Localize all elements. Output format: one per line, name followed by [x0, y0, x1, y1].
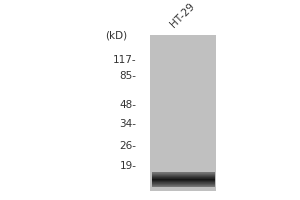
Bar — [152, 176, 214, 177]
Bar — [152, 178, 214, 179]
Text: 26-: 26- — [119, 141, 136, 151]
Bar — [152, 183, 214, 184]
Text: 48-: 48- — [119, 100, 136, 110]
Bar — [152, 174, 214, 175]
Bar — [152, 172, 214, 173]
Bar — [152, 177, 214, 178]
Bar — [152, 184, 214, 185]
Bar — [152, 183, 214, 184]
Text: 85-: 85- — [119, 71, 136, 81]
Bar — [152, 178, 214, 179]
Text: (kD): (kD) — [105, 31, 128, 41]
Text: HT-29: HT-29 — [168, 1, 197, 29]
Bar — [150, 35, 216, 191]
Text: 34-: 34- — [119, 119, 136, 129]
Bar — [152, 182, 214, 183]
Bar — [152, 184, 214, 185]
Bar — [152, 179, 214, 180]
Bar — [152, 174, 214, 175]
Bar — [152, 180, 214, 181]
Bar — [152, 173, 214, 174]
Bar — [152, 179, 214, 180]
Text: 117-: 117- — [113, 55, 136, 65]
Bar — [152, 186, 214, 187]
Bar — [152, 173, 214, 174]
Bar — [152, 175, 214, 176]
Bar — [152, 185, 214, 186]
Bar — [152, 181, 214, 182]
Text: 19-: 19- — [119, 161, 136, 171]
